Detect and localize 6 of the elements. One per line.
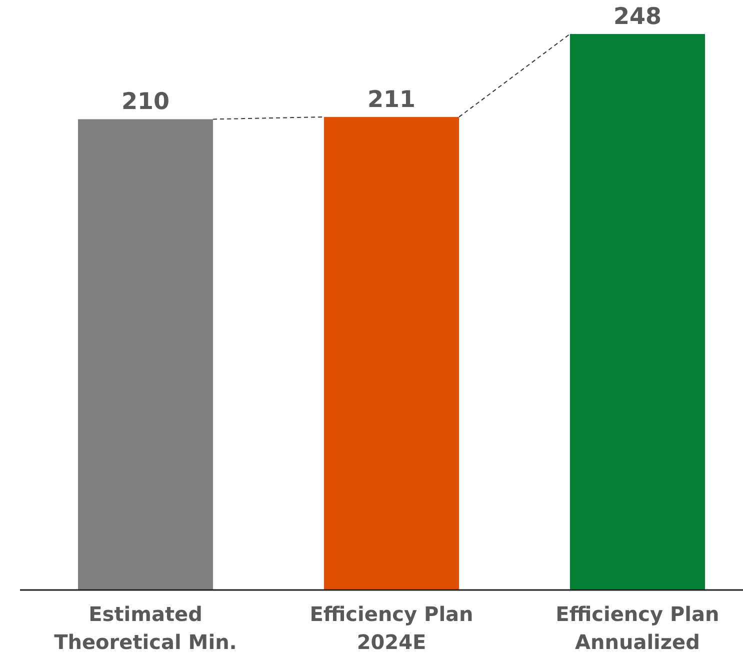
data-label: 210 — [122, 89, 170, 116]
x-tick-label: Efficiency Plan 2024E — [310, 602, 474, 654]
x-tick-label: Estimated Theoretical Min. — [54, 602, 237, 654]
data-label: 211 — [367, 86, 416, 113]
x-tick-label: Efficiency Plan Annualized — [556, 602, 720, 654]
data-label: 248 — [613, 4, 662, 30]
